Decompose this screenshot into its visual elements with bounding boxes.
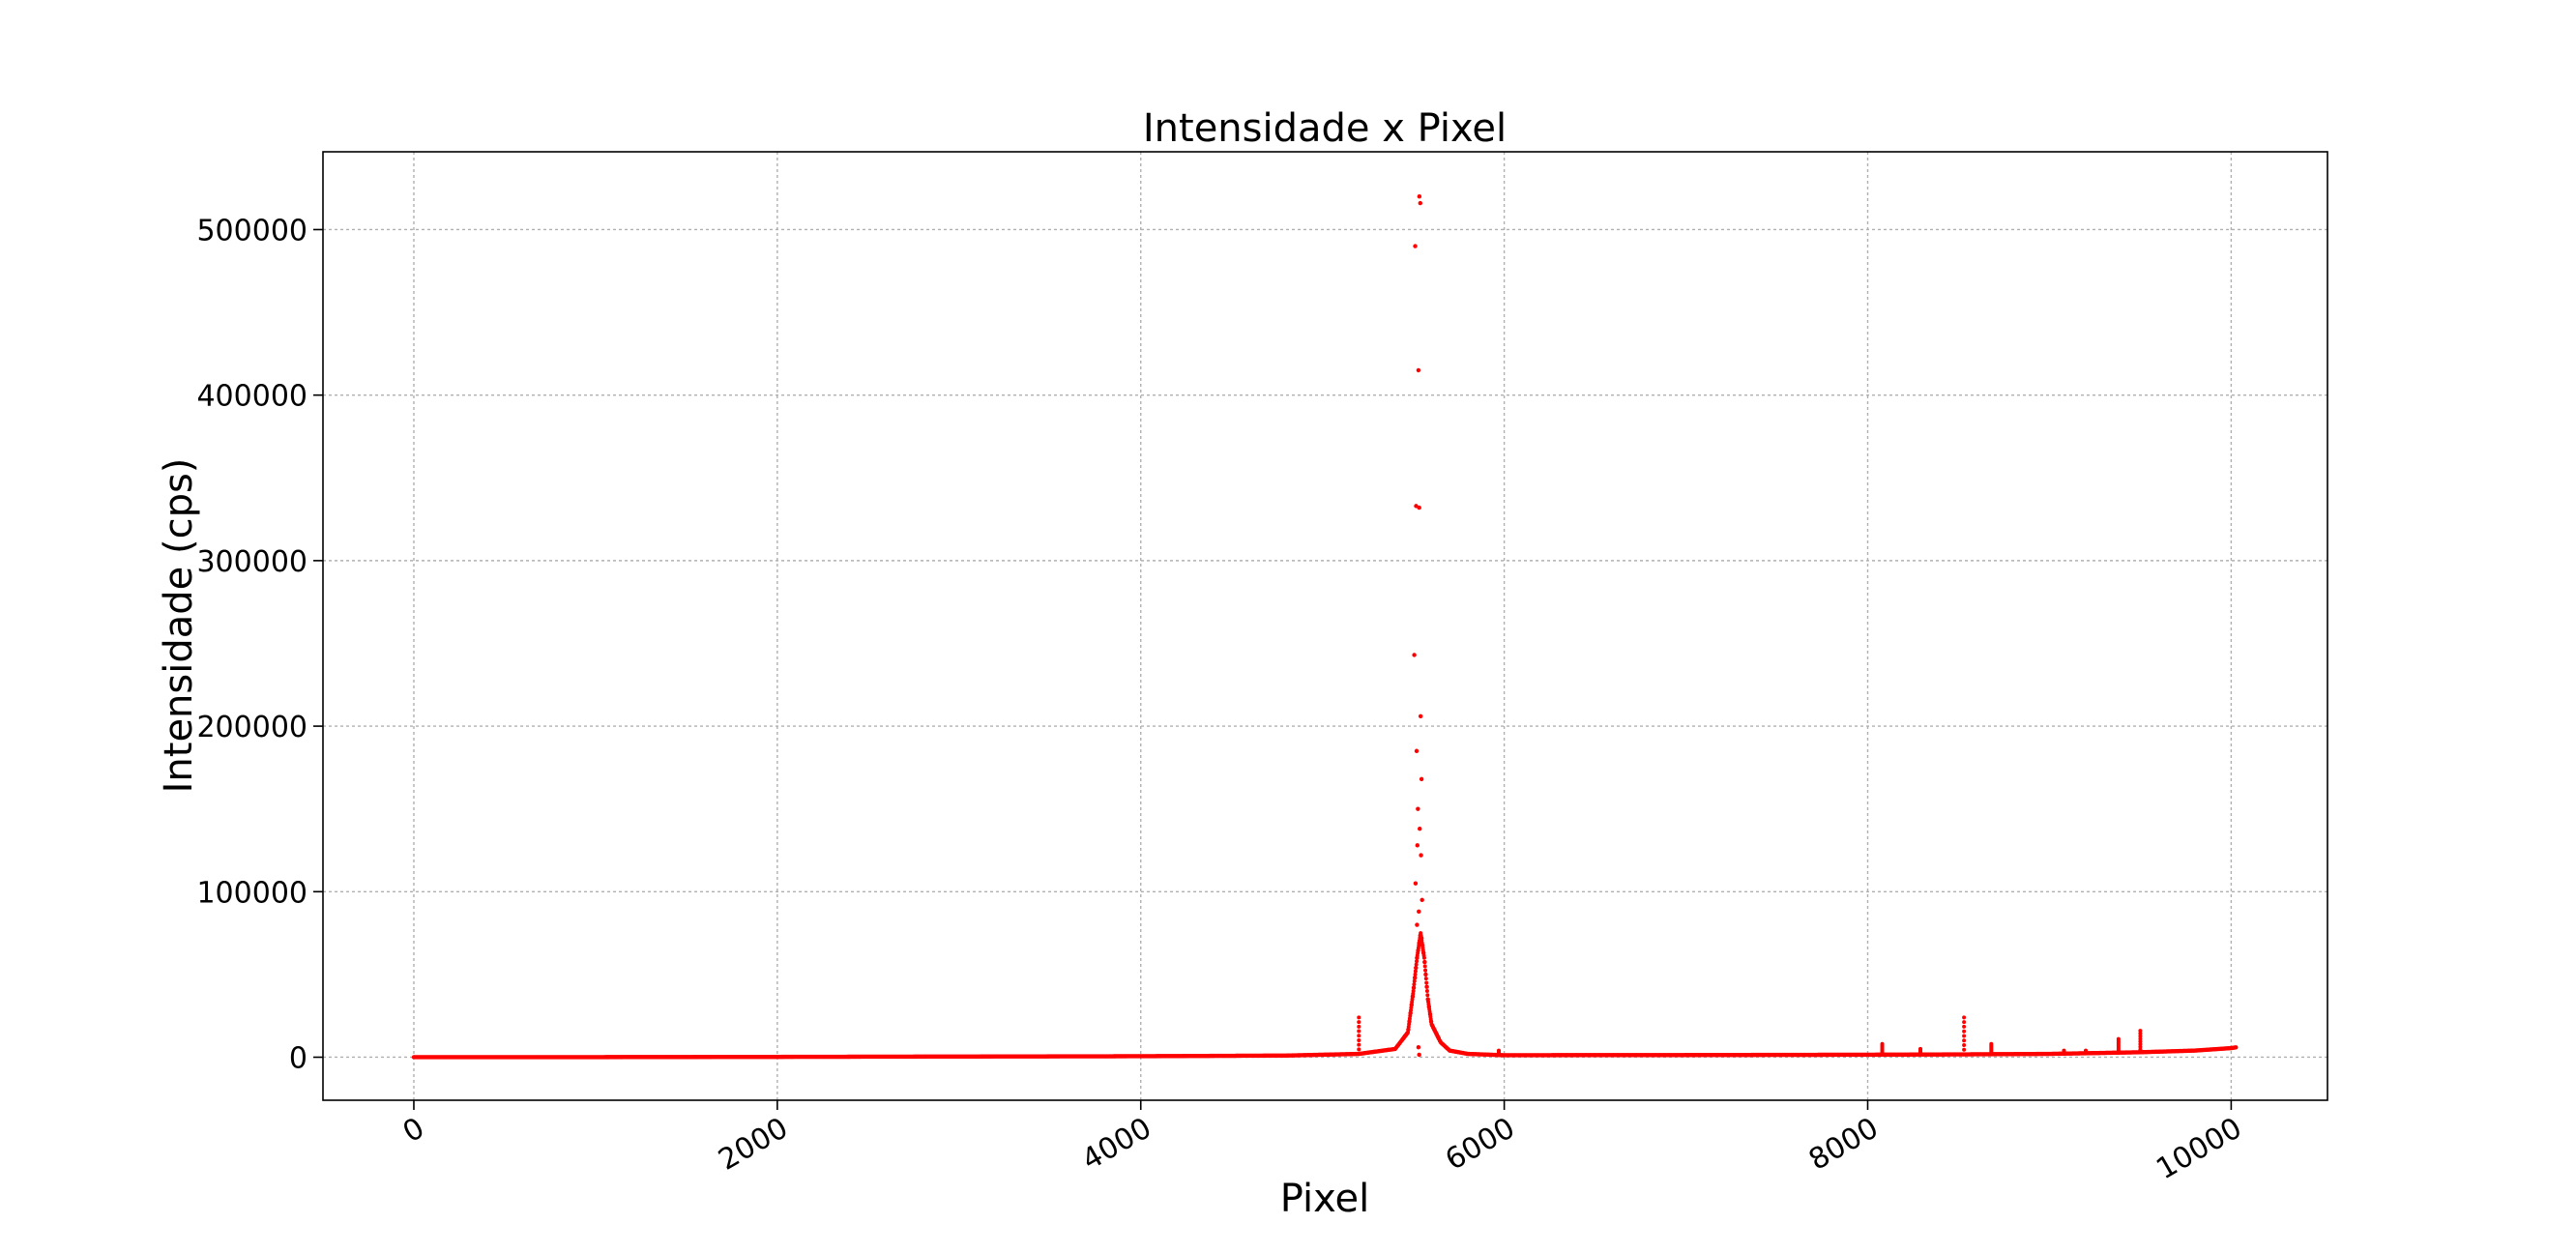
data-point <box>1918 1046 1923 1051</box>
data-point <box>1418 827 1422 831</box>
data-point <box>2138 1039 2143 1044</box>
data-point <box>1412 653 1417 657</box>
data-point <box>1418 714 1423 719</box>
data-point <box>1962 1034 1967 1038</box>
data-point <box>2138 1029 2143 1034</box>
grid-lines <box>323 152 2327 1100</box>
data-point <box>1423 976 1428 981</box>
data-point <box>1357 1047 1361 1052</box>
data-point <box>1357 1029 1361 1034</box>
data-point <box>1357 1020 1361 1025</box>
y-tick-label: 500000 <box>196 214 307 248</box>
data-point <box>1422 960 1427 965</box>
data-point <box>2234 1045 2239 1050</box>
data-point <box>1357 1037 1361 1042</box>
data-point <box>1424 980 1429 985</box>
data-point <box>1417 909 1421 915</box>
data-point <box>1962 1052 1967 1057</box>
data-point <box>1413 881 1419 886</box>
data-point <box>1962 1029 1967 1034</box>
data-point <box>1424 989 1429 994</box>
data-point <box>1436 1036 1441 1041</box>
data-point <box>1421 955 1426 960</box>
y-tick-label: 100000 <box>196 876 307 910</box>
data-point <box>1962 1047 1967 1052</box>
plot-frame <box>322 151 2328 1101</box>
y-tick-label: 0 <box>289 1041 307 1075</box>
y-tick-label: 200000 <box>196 711 307 744</box>
data-point <box>1416 806 1420 811</box>
data-point <box>1416 1045 1421 1050</box>
data-point <box>1419 936 1424 941</box>
data-point <box>1415 922 1420 927</box>
data-point <box>1880 1041 1885 1046</box>
data-point <box>1423 968 1428 973</box>
data-point <box>2138 1050 2143 1055</box>
axis-ticks: 0 2000 4000 6000 8000 10000010000020000030000… <box>196 214 2247 1186</box>
data-point <box>1496 1048 1501 1053</box>
data-point <box>2138 1034 2143 1038</box>
data-point <box>1413 244 1418 248</box>
data-point <box>1417 1052 1421 1058</box>
data-point <box>1357 1034 1361 1038</box>
data-point <box>2116 1036 2121 1041</box>
data-point <box>1412 982 1417 987</box>
data-point <box>1413 969 1418 974</box>
data-point <box>1422 964 1427 969</box>
data-point <box>1962 1020 1967 1025</box>
data-point <box>1357 1015 1361 1020</box>
data-point <box>2138 1047 2143 1052</box>
chart-title: Intensidade x Pixel <box>1143 106 1507 151</box>
data-points <box>411 194 2239 1060</box>
data-point <box>1415 959 1420 964</box>
data-point <box>1419 853 1423 858</box>
data-point <box>1962 1038 1967 1043</box>
data-point <box>1357 1024 1361 1029</box>
data-point <box>1411 989 1416 994</box>
data-point <box>1413 976 1418 980</box>
data-point <box>2138 1044 2143 1049</box>
data-point <box>1417 194 1422 199</box>
data-point <box>1420 897 1424 903</box>
data-point <box>1412 985 1417 990</box>
data-point <box>2062 1048 2066 1053</box>
x-tick-label: 4000 <box>1076 1111 1157 1177</box>
data-point <box>1962 1015 1967 1020</box>
data-point <box>1357 1042 1361 1047</box>
y-tick-label: 300000 <box>196 545 307 579</box>
data-point <box>1414 962 1419 967</box>
data-point <box>1357 1052 1361 1057</box>
x-tick-label: 10000 <box>2151 1111 2247 1186</box>
data-point <box>1962 1043 1967 1048</box>
data-point <box>1962 1024 1967 1029</box>
data-point <box>1413 972 1418 976</box>
data-point <box>1989 1041 1994 1046</box>
data-point <box>1418 200 1422 206</box>
data-point <box>1424 984 1429 989</box>
data-point <box>1414 966 1419 971</box>
data-point <box>2138 1042 2143 1047</box>
y-axis-label: Intensidade (cps) <box>157 458 201 794</box>
data-point <box>1425 993 1430 998</box>
data-point <box>1417 505 1421 510</box>
x-tick-label: 8000 <box>1803 1111 1885 1177</box>
x-axis-label: Pixel <box>1280 1177 1370 1221</box>
y-tick-label: 400000 <box>196 380 307 414</box>
data-point <box>1419 776 1424 782</box>
x-tick-label: 0 <box>397 1111 430 1150</box>
data-point <box>1416 367 1421 373</box>
data-point <box>1414 748 1420 753</box>
data-point <box>1412 978 1417 983</box>
x-tick-label: 2000 <box>713 1111 794 1177</box>
data-point <box>1415 843 1420 848</box>
data-point <box>1423 972 1428 976</box>
data-point <box>2138 1036 2143 1041</box>
x-tick-label: 6000 <box>1440 1111 1521 1177</box>
data-point <box>2084 1048 2089 1053</box>
data-point <box>2138 1031 2143 1035</box>
